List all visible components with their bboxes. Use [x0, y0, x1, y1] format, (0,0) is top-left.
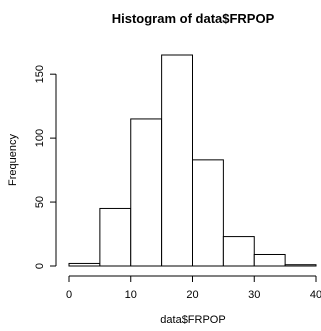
histogram-bar	[284, 264, 317, 267]
histogram-bar	[99, 207, 132, 267]
bars-group	[68, 54, 317, 267]
y-tick-label: 150	[34, 65, 46, 83]
histogram-bar	[192, 159, 224, 267]
x-tick-label: 0	[66, 289, 72, 301]
histogram-bar	[130, 118, 163, 267]
y-tick-label: 50	[34, 196, 46, 208]
x-tick-label: 30	[248, 289, 260, 301]
y-tick-label: 0	[34, 263, 46, 269]
histogram-bar	[222, 236, 255, 267]
chart-title: Histogram of data$FRPOP	[112, 11, 275, 26]
histogram-bar	[68, 262, 101, 267]
x-tick-label: 10	[125, 289, 137, 301]
y-axis-label: Frequency	[7, 134, 19, 186]
x-tick-label: 40	[310, 289, 321, 301]
y-axis: 0 50 100 150	[34, 65, 57, 269]
histogram-bar	[161, 54, 193, 267]
histogram-bar	[253, 253, 286, 267]
x-axis-label: data$FRPOP	[160, 314, 225, 326]
x-tick-label: 20	[186, 289, 198, 301]
y-tick-label: 100	[34, 129, 46, 147]
x-axis: 0 10 20 30 40	[66, 275, 321, 301]
